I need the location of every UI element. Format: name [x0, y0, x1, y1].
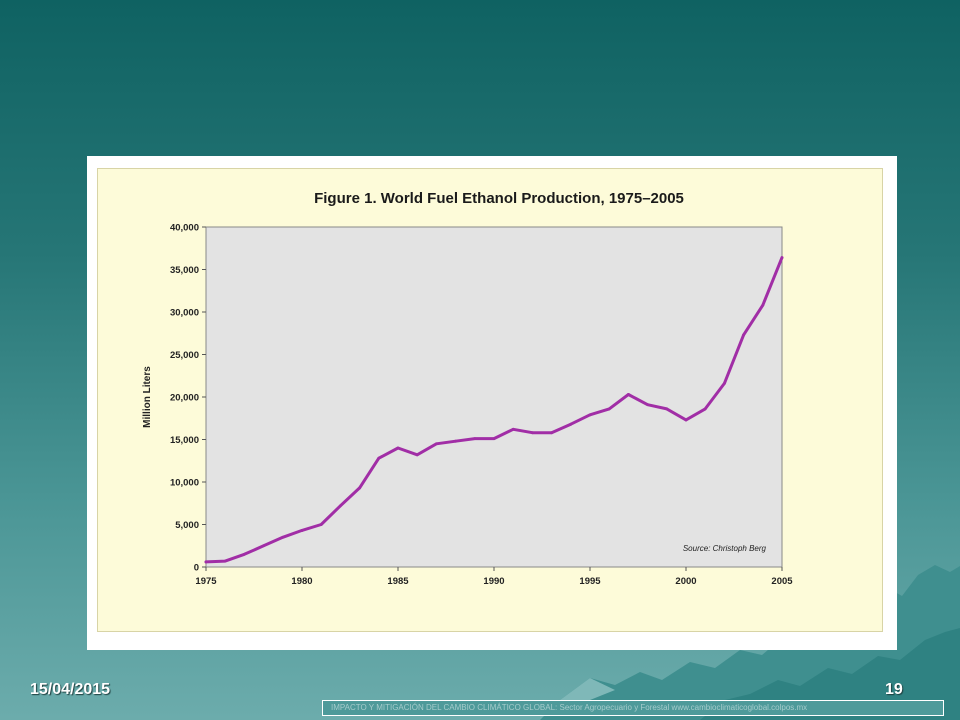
data-point: [742, 333, 745, 337]
data-point: [262, 544, 265, 548]
data-point: [396, 446, 400, 450]
source-note: Source: Christoph Berg: [683, 544, 767, 553]
data-point: [492, 437, 496, 441]
y-tick-label: 35,000: [170, 265, 199, 276]
y-axis-label: Million Liters: [142, 366, 153, 428]
chart-image-frame: Figure 1. World Fuel Ethanol Production,…: [87, 156, 897, 650]
data-point: [723, 382, 726, 385]
data-point: [435, 442, 438, 446]
data-point: [281, 535, 285, 539]
x-tick-label: 1975: [195, 576, 217, 587]
y-tick-label: 0: [194, 563, 199, 574]
data-point: [531, 431, 534, 435]
data-point: [607, 407, 611, 411]
data-point: [627, 393, 630, 396]
y-tick-label: 20,000: [170, 393, 199, 404]
data-point: [511, 427, 515, 431]
y-tick-label: 10,000: [170, 478, 199, 489]
data-point: [646, 403, 649, 407]
x-tick-label: 1990: [483, 576, 504, 587]
data-point: [761, 303, 765, 307]
plot-area: [205, 226, 783, 568]
data-point: [204, 560, 208, 564]
ethanol-production-chart: Figure 1. World Fuel Ethanol Production,…: [142, 190, 793, 587]
data-point: [588, 413, 592, 417]
data-point: [339, 504, 342, 508]
data-point: [780, 256, 784, 259]
slide-date: 15/04/2015: [30, 681, 111, 698]
data-point: [569, 422, 573, 426]
data-point: [300, 529, 304, 532]
data-point: [703, 407, 707, 411]
x-tick-label: 1980: [291, 576, 312, 587]
data-point: [243, 552, 246, 556]
chart-title: Figure 1. World Fuel Ethanol Production,…: [314, 190, 684, 207]
slide-number: 19: [885, 681, 903, 698]
x-tick-label: 1995: [579, 576, 601, 587]
y-tick-label: 25,000: [170, 350, 199, 361]
chart-panel: Figure 1. World Fuel Ethanol Production,…: [97, 168, 883, 632]
y-tick-label: 40,000: [170, 223, 199, 234]
y-tick-label: 15,000: [170, 435, 199, 446]
x-tick-label: 2000: [675, 576, 696, 587]
x-tick-label: 2005: [771, 576, 793, 587]
data-point: [377, 456, 381, 460]
data-point: [415, 453, 419, 457]
data-point: [319, 523, 323, 526]
y-tick-label: 5,000: [175, 520, 199, 531]
data-point: [684, 418, 688, 422]
data-point: [454, 439, 457, 443]
data-point: [358, 486, 361, 490]
data-point: [665, 407, 669, 411]
data-point: [550, 431, 553, 435]
data-point: [223, 559, 227, 563]
y-tick-label: 30,000: [170, 308, 199, 319]
data-point: [473, 437, 477, 441]
x-tick-label: 1985: [387, 576, 409, 587]
footer-credit: IMPACTO Y MITIGACIÓN DEL CAMBIO CLIMÁTIC…: [322, 700, 944, 716]
